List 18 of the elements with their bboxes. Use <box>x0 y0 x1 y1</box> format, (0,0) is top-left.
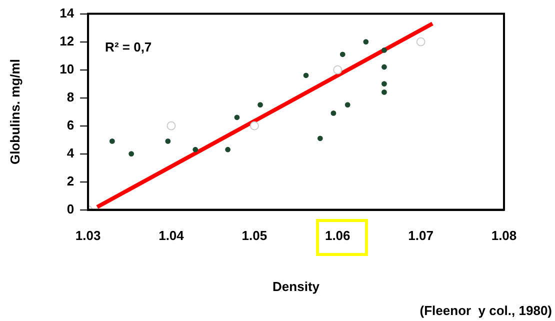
y-tick-label: 4 <box>66 145 75 160</box>
y-tick-label: 14 <box>60 5 75 20</box>
text: (Fleenor y col., 1980) <box>420 303 552 318</box>
y-tick-label: 0 <box>66 201 74 216</box>
x-axis-title: Density <box>272 278 320 294</box>
y-tick-label: 2 <box>66 173 74 188</box>
x-tick-label: 1.06 <box>324 228 350 244</box>
y-tick-label: 12 <box>60 33 74 48</box>
x-tick-label: 1.05 <box>242 228 268 244</box>
x-tick-label: 1.08 <box>491 228 517 244</box>
x-tick-label: 1.04 <box>158 228 185 244</box>
y-tick-label: 8 <box>66 89 74 104</box>
y-tick-label: 6 <box>66 117 74 132</box>
y-axis-title: Globulins. mg/ml <box>7 59 22 165</box>
y-tick-label: 10 <box>60 61 74 76</box>
annotation: R² = 0,7 <box>105 40 152 55</box>
x-tick-label: 1.07 <box>408 228 434 244</box>
x-tick-label: 1.03 <box>75 228 101 244</box>
